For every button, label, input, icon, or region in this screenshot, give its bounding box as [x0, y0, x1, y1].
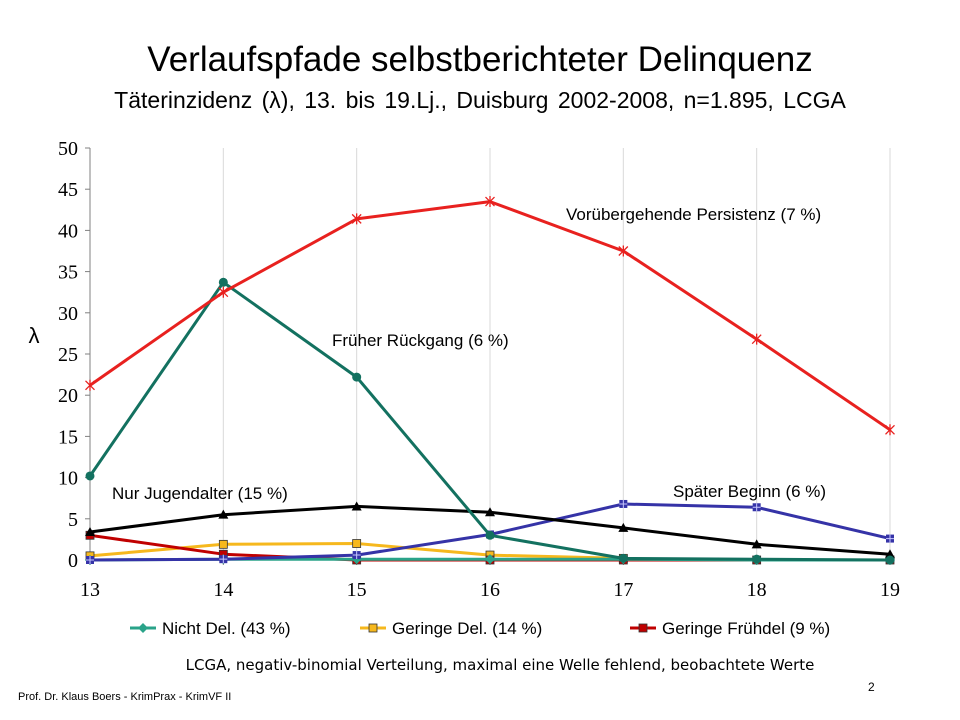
- x-tick-label-14: 14: [213, 579, 233, 601]
- point-sb-18: [752, 503, 761, 512]
- point-gd-14: [218, 539, 228, 549]
- point-fr-19: [885, 555, 895, 565]
- page-number: 2: [868, 680, 875, 694]
- point-vp-17: [618, 245, 629, 257]
- legend-label-nd: Nicht Del. (43 %): [162, 619, 290, 638]
- annotation-sb: Später Beginn (6 %): [673, 482, 826, 501]
- x-tick-label-19: 19: [880, 579, 900, 601]
- y-tick-label-45: 45: [58, 179, 78, 201]
- point-nj-18: [751, 539, 762, 549]
- y-axis-label: λ: [29, 323, 40, 348]
- point-fr-16: [485, 530, 495, 540]
- point-fr-14: [218, 277, 228, 287]
- point-sb-19: [886, 534, 894, 543]
- point-nj-13: [85, 526, 95, 536]
- point-vp-18: [751, 333, 762, 345]
- point-nj-14: [218, 509, 229, 519]
- chart-subtitle: Täterinzidenz (λ), 13. bis 19.Lj., Duisb…: [114, 87, 846, 113]
- legend-marker-nd: [138, 623, 148, 633]
- y-tick-label-50: 50: [58, 138, 78, 160]
- point-fr-18: [752, 554, 762, 564]
- point-nd-16: [485, 554, 495, 565]
- point-sb-14: [219, 555, 228, 564]
- legend-label-gf: Geringe Frühdel (9 %): [662, 619, 830, 638]
- point-sb-15: [352, 551, 361, 560]
- point-sb-13: [86, 556, 94, 564]
- y-tick-label-5: 5: [68, 509, 78, 531]
- point-sb-17: [619, 499, 628, 508]
- y-tick-label-30: 30: [58, 303, 78, 325]
- point-nj-15: [351, 501, 362, 511]
- point-vp-14: [218, 286, 229, 298]
- point-nj-17: [618, 522, 629, 532]
- point-vp-13: [85, 379, 95, 391]
- point-sb-13-cross: [86, 556, 94, 564]
- annotation-vp: Vorübergehende Persistenz (7 %): [566, 205, 821, 224]
- annotation-nj: Nur Jugendalter (15 %): [112, 484, 288, 503]
- x-tick-label-15: 15: [347, 579, 367, 601]
- point-vp-15: [351, 213, 362, 225]
- y-tick-label-15: 15: [58, 426, 78, 448]
- slide-footer: Prof. Dr. Klaus Boers - KrimPrax - KrimV…: [18, 691, 232, 703]
- y-tick-label-35: 35: [58, 262, 78, 284]
- y-tick-label-20: 20: [58, 385, 78, 407]
- x-tick-label-16: 16: [480, 579, 500, 601]
- point-gd-15: [352, 539, 362, 548]
- y-tick-label-10: 10: [58, 468, 78, 490]
- point-vp-19: [885, 424, 895, 436]
- point-sb-19-cross: [886, 534, 894, 543]
- legend-marker-gf: [638, 623, 648, 633]
- point-sb-17-cross: [619, 499, 628, 508]
- legend-label-gd: Geringe Del. (14 %): [392, 619, 542, 638]
- point-fr-15: [352, 372, 362, 382]
- point-sb-15-cross: [352, 551, 361, 560]
- point-sb-18-cross: [752, 503, 761, 512]
- method-note: LCGA, negativ-binomial Verteilung, maxim…: [185, 656, 815, 674]
- y-tick-label-25: 25: [58, 344, 78, 366]
- legend-marker-gd: [368, 623, 378, 633]
- x-tick-label-13: 13: [80, 579, 100, 601]
- annotation-fr: Früher Rückgang (6 %): [332, 331, 509, 350]
- point-sb-14-cross: [219, 555, 228, 564]
- chart-title: Verlaufspfade selbstberichteter Delinque…: [147, 40, 813, 79]
- point-nj-16: [485, 507, 495, 517]
- point-fr-13: [85, 471, 95, 481]
- point-fr-17: [618, 553, 628, 563]
- y-tick-label-0: 0: [68, 550, 78, 572]
- point-vp-16: [485, 196, 495, 208]
- x-tick-label-17: 17: [613, 579, 633, 601]
- x-tick-label-18: 18: [747, 579, 767, 601]
- y-tick-label-40: 40: [58, 220, 78, 242]
- point-nj-19: [885, 549, 895, 559]
